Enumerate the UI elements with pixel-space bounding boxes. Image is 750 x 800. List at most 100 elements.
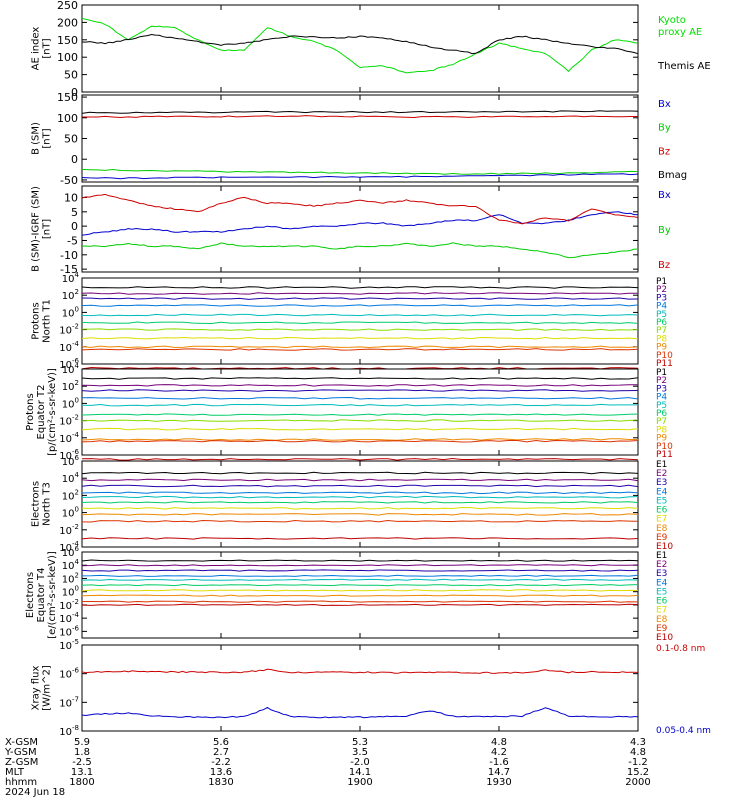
panel-frame (81, 460, 639, 548)
y-tick-label: -50 (60, 174, 78, 187)
legend-label: 0.05-0.4 nm (656, 726, 711, 736)
y-axis-label: Equator T2 (36, 385, 47, 440)
series-line-kyoto-proxy-ae (81, 17, 639, 74)
y-axis-label: [e/(cm²-s-sr-keV)] (47, 551, 58, 639)
series-line-p7 (82, 328, 639, 331)
x-axis-value: 15.2 (627, 767, 649, 778)
legend-label: proxy AE (658, 27, 702, 38)
y-tick-label: 250 (57, 0, 78, 12)
y-tick-label: 10-2 (59, 523, 79, 537)
series-line-e4 (81, 491, 639, 495)
legend-label: P3 (656, 384, 667, 394)
y-axis-label: Protons (25, 393, 36, 430)
y-tick-label: 10-6 (59, 448, 79, 462)
x-axis-value: -2.5 (72, 757, 92, 768)
series-line-e4 (81, 574, 639, 577)
legend-label: Bx (658, 99, 671, 110)
series-line-e7 (81, 589, 639, 592)
series-line-p10 (81, 439, 639, 443)
series-line-e2 (81, 564, 639, 567)
legend-label: E6 (656, 506, 668, 516)
series-line-p6 (81, 321, 639, 325)
legend-label: P8 (656, 334, 667, 344)
panel-frame (81, 277, 639, 365)
legend-label: P5 (656, 401, 667, 411)
y-axis-label: B (SM)-IGRF (SM) (31, 186, 42, 272)
x-axis-value: 5.9 (74, 737, 90, 748)
legend-label: P9 (656, 434, 667, 444)
y-tick-label: 102 (62, 488, 79, 502)
legend-label: E1 (656, 460, 667, 470)
legend-label: E7 (656, 606, 667, 616)
legend-label: E3 (656, 478, 667, 488)
legend-label: P2 (656, 285, 667, 295)
x-axis-row-label: X-GSM (5, 737, 38, 748)
series-line-p5 (81, 403, 639, 407)
x-axis-value: -2.2 (211, 757, 231, 768)
legend-label: P7 (656, 326, 667, 336)
y-tick-label: 50 (64, 133, 78, 146)
panel-frame (81, 644, 639, 732)
x-axis-value: 5.6 (213, 737, 229, 748)
y-tick-label: 10 (64, 191, 78, 204)
y-axis-label: AE index (31, 27, 42, 71)
x-axis-value: 13.1 (71, 767, 93, 778)
series-line-p4 (81, 304, 639, 307)
panel-frame (81, 185, 639, 273)
x-axis-value: 1930 (486, 777, 511, 788)
x-axis-value: -2.0 (350, 757, 370, 768)
legend-label: E2 (656, 560, 667, 570)
panel-xray: 10-5 10-6 10-7 10-8 Xray flux [W/m^2] 0.1-0.8 … (31, 638, 711, 738)
y-axis-label: Electrons (25, 572, 36, 618)
x-axis-value: 1830 (208, 777, 233, 788)
legend-label: Bz (658, 146, 670, 157)
legend-label: E2 (656, 469, 667, 479)
y-axis-label: Equator T4 (36, 568, 47, 623)
y-tick-label: 150 (57, 34, 78, 47)
y-tick-label: 200 (57, 16, 78, 29)
x-axis-value: 4.3 (630, 737, 646, 748)
legend-label: Themis AE (657, 61, 711, 72)
y-tick-label: 100 (62, 585, 79, 599)
y-axis-label: [nT] (42, 219, 53, 239)
legend-label: E8 (656, 615, 668, 625)
series-line-p2 (81, 292, 639, 295)
legend-label: E6 (656, 597, 668, 607)
x-axis-value: 1800 (69, 777, 94, 788)
y-axis-label: Protons (31, 302, 42, 339)
series-line-p8 (81, 336, 639, 340)
y-tick-label: 102 (62, 379, 79, 393)
legend-label: P7 (656, 417, 667, 427)
series-line-e9 (81, 519, 639, 523)
series-line-e8 (81, 513, 639, 516)
y-tick-label: -10 (60, 249, 78, 262)
legend-label: E7 (656, 515, 667, 525)
legend-label: Kyoto (658, 15, 686, 26)
legend-label: E5 (656, 496, 667, 506)
y-tick-label: 10-2 (59, 598, 79, 612)
panel-frame (81, 94, 639, 183)
y-axis-label: Xray flux (31, 666, 42, 711)
series-line-bz (81, 193, 639, 225)
y-tick-label: 10-2 (59, 323, 79, 337)
legend-label: E4 (656, 578, 668, 588)
y-tick-label: 10-6 (59, 624, 79, 638)
legend-label: P1 (656, 277, 667, 287)
x-axis-date: 2024 Jun 18 (5, 787, 65, 798)
series-line-e1 (81, 471, 639, 475)
series-line-p1 (81, 286, 639, 289)
panel-bdiff: -15-10 -505 10 B (SM)-IGRF (SM) [nT] Bx By Bz (31, 185, 671, 276)
legend-label: By (658, 225, 671, 236)
legend-label: P1 (656, 368, 667, 378)
series-line-p9 (81, 345, 639, 349)
x-axis-value: -1.6 (489, 757, 509, 768)
y-tick-label: 100 (57, 112, 78, 125)
series-line-bz (82, 115, 638, 119)
y-tick-label: 104 (62, 558, 80, 572)
series-line-bmag (81, 110, 639, 114)
y-tick-label: 106 (62, 454, 80, 468)
legend-label: P10 (656, 442, 673, 452)
y-axis-label: B (SM) (31, 122, 42, 155)
